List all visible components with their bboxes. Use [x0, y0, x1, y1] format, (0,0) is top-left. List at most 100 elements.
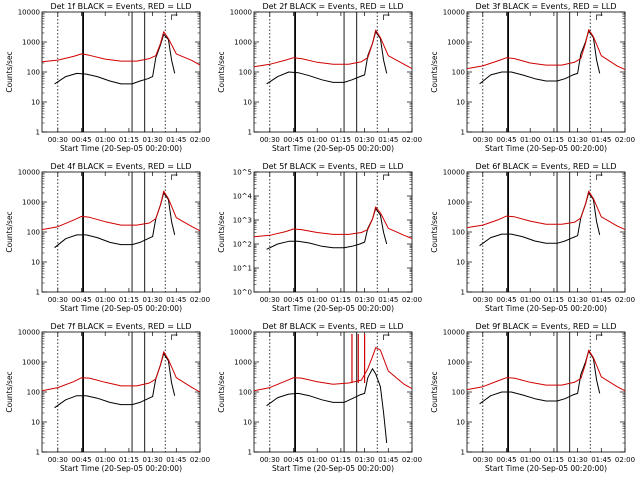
x-tick-label: 01:00	[95, 456, 115, 464]
flag-bracket-icon	[596, 14, 603, 20]
chart-panel-8: Det 8f BLACK = Events, RED = LLD 00:30 00:…	[217, 322, 422, 473]
chart-title: Det 3f BLACK = Events, RED = LLD	[475, 2, 616, 11]
x-tick-label: 02:00	[615, 136, 635, 144]
x-tick-label: 01:30	[143, 296, 163, 304]
y-axis-label: Counts/sec	[217, 51, 226, 92]
series-line-lld	[253, 347, 413, 392]
y-tick-label: 10^3	[233, 217, 252, 225]
y-tick-label: 10	[243, 419, 252, 427]
flag-bracket-icon	[171, 174, 178, 180]
chart-panel-3: Det 3f BLACK = Events, RED = LLD 00:30 00:…	[430, 2, 635, 153]
y-tick-label: 1000	[234, 359, 252, 367]
y-tick-label: 10^1	[233, 265, 252, 273]
chart-panel-9: Det 9f BLACK = Events, RED = LLD 00:30 00:…	[430, 322, 635, 473]
x-tick-label: 01:45	[166, 296, 186, 304]
x-tick-label: 01:45	[378, 136, 398, 144]
x-tick-label: 02:00	[615, 456, 635, 464]
y-tick-label: 10000	[18, 329, 40, 337]
x-tick-label: 02:00	[402, 136, 422, 144]
x-tick-label: 01:45	[378, 456, 398, 464]
x-tick-label: 01:30	[568, 296, 588, 304]
y-tick-label: 10^5	[233, 169, 252, 177]
x-tick-label: 00:45	[496, 296, 516, 304]
y-tick-label: 100	[452, 69, 465, 77]
series-line-lld	[466, 349, 626, 392]
y-axis-label: Counts/sec	[430, 371, 439, 412]
x-tick-label: 01:45	[166, 456, 186, 464]
y-tick-label: 100	[239, 69, 252, 77]
x-tick-label: 00:30	[473, 296, 493, 304]
y-tick-label: 10	[31, 419, 40, 427]
series-line-lld	[253, 29, 413, 70]
x-tick-label: 01:15	[119, 136, 139, 144]
chart-title: Det 1f BLACK = Events, RED = LLD	[50, 2, 191, 11]
y-axis-label: Counts/sec	[430, 51, 439, 92]
series-line-lld	[41, 31, 201, 66]
x-tick-label: 01:00	[307, 136, 327, 144]
series-line-events	[479, 192, 601, 247]
chart-title: Det 2f BLACK = Events, RED = LLD	[262, 2, 403, 11]
x-tick-label: 01:15	[544, 456, 564, 464]
y-tick-label: 10000	[18, 169, 40, 177]
plot-frame	[466, 331, 626, 453]
y-tick-label: 10	[456, 419, 465, 427]
y-axis-label: Counts/sec	[5, 371, 14, 412]
y-tick-label: 10	[31, 99, 40, 107]
x-tick-label: 01:30	[568, 456, 588, 464]
x-tick-label: 00:45	[71, 296, 91, 304]
y-tick-label: 10000	[443, 9, 465, 17]
x-tick-label: 00:30	[473, 136, 493, 144]
y-tick-label: 100	[27, 229, 40, 237]
y-tick-label: 1	[248, 449, 252, 457]
chart-title: Det 7f BLACK = Events, RED = LLD	[50, 322, 191, 331]
x-axis-label: Start Time (20-Sep-05 00:20:00)	[485, 464, 607, 473]
plot-frame	[41, 331, 201, 453]
x-tick-label: 02:00	[402, 296, 422, 304]
x-axis-label: Start Time (20-Sep-05 00:20:00)	[60, 144, 182, 153]
x-tick-label: 01:00	[95, 136, 115, 144]
x-tick-label: 01:15	[331, 136, 351, 144]
series-line-lld	[41, 190, 201, 232]
chart-title: Det 8f BLACK = Events, RED = LLD	[262, 322, 403, 331]
x-tick-label: 01:30	[568, 136, 588, 144]
x-tick-label: 01:45	[591, 456, 611, 464]
plot-frame	[466, 171, 626, 293]
x-tick-label: 02:00	[615, 296, 635, 304]
y-tick-label: 100	[27, 69, 40, 77]
x-tick-label: 01:00	[520, 296, 540, 304]
flag-bracket-icon	[383, 334, 390, 340]
y-tick-label: 10	[456, 259, 465, 267]
chart-title: Det 4f BLACK = Events, RED = LLD	[50, 162, 191, 171]
y-tick-label: 10000	[443, 169, 465, 177]
y-tick-label: 10000	[443, 329, 465, 337]
x-tick-label: 01:30	[355, 296, 375, 304]
x-axis-label: Start Time (20-Sep-05 00:20:00)	[60, 464, 182, 473]
plot-frame	[466, 11, 626, 133]
x-tick-label: 01:00	[520, 136, 540, 144]
series-line-events	[54, 192, 176, 249]
x-tick-label: 01:30	[355, 456, 375, 464]
series-line-events	[479, 350, 601, 405]
series-line-events	[54, 33, 176, 85]
y-tick-label: 1000	[447, 39, 465, 47]
x-tick-label: 01:00	[307, 456, 327, 464]
chart-title: Det 5f BLACK = Events, RED = LLD	[262, 162, 403, 171]
plot-frame	[41, 171, 201, 293]
x-tick-label: 02:00	[190, 296, 210, 304]
y-tick-label: 1000	[22, 199, 40, 207]
series-line-lld	[466, 190, 626, 231]
x-tick-label: 00:45	[71, 136, 91, 144]
chart-panel-5: Det 5f BLACK = Events, RED = LLD 00:30 00:…	[217, 162, 422, 313]
x-tick-label: 01:30	[143, 456, 163, 464]
y-axis-label: Counts/sec	[5, 51, 14, 92]
y-tick-label: 1	[461, 129, 465, 137]
flag-bracket-icon	[596, 174, 603, 180]
y-tick-label: 10	[31, 259, 40, 267]
y-tick-label: 100	[452, 229, 465, 237]
x-tick-label: 00:45	[496, 136, 516, 144]
x-axis-label: Start Time (20-Sep-05 00:20:00)	[272, 304, 394, 313]
series-line-events	[266, 368, 388, 444]
x-tick-label: 01:15	[544, 296, 564, 304]
x-tick-label: 00:30	[473, 456, 493, 464]
x-tick-label: 01:00	[520, 456, 540, 464]
